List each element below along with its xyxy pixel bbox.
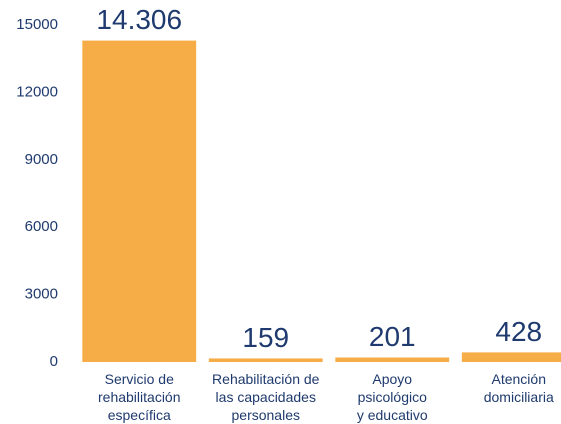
x-tick-label: Apoyo psicológico y educativo [357, 371, 428, 423]
value-label: 201 [369, 321, 416, 352]
value-label: 428 [495, 316, 542, 347]
y-tick-label: 15000 [16, 16, 58, 33]
bar [82, 40, 197, 363]
x-tick-label: Rehabilitación de las capacidades personal… [212, 371, 320, 423]
x-tick-label: Atención domiciliaria [484, 371, 554, 405]
y-tick-label: 3000 [25, 286, 58, 303]
y-tick-label: 9000 [25, 151, 58, 168]
bar [461, 352, 561, 362]
y-tick-label: 6000 [25, 218, 58, 235]
y-tick-label: 12000 [16, 83, 58, 100]
x-tick-label: Servicio de rehabilitación específica [98, 371, 181, 423]
y-tick-label: 0 [50, 353, 58, 370]
bar [208, 358, 323, 362]
value-label: 14.306 [96, 4, 182, 35]
value-label: 159 [242, 322, 289, 353]
bar [335, 357, 450, 362]
